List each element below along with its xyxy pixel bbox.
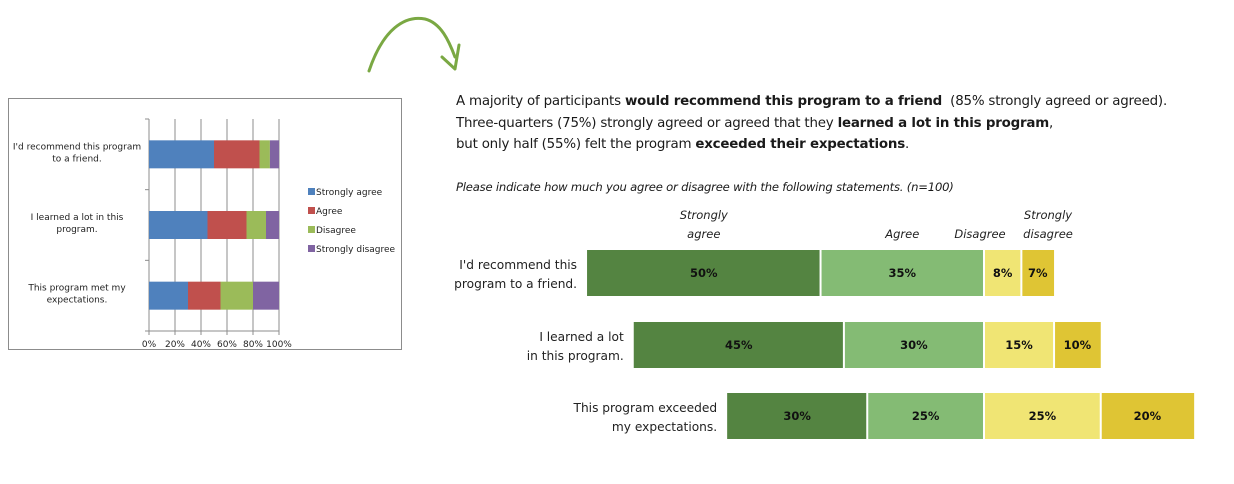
bar-segment <box>253 281 279 310</box>
data-label: 50% <box>690 266 718 280</box>
bar-segment <box>214 140 260 169</box>
data-label: 10% <box>1064 338 1092 352</box>
summary-text-run: A majority of participants <box>456 94 625 109</box>
legend-label: Agree <box>316 207 343 217</box>
summary-text-run: but only half (55%) felt the program <box>456 137 696 152</box>
column-header: Agree <box>884 227 919 241</box>
summary-line-1: A majority of participants would recomme… <box>456 91 1226 113</box>
bar-segment <box>1101 393 1195 439</box>
legend-swatch <box>308 188 315 195</box>
summary-line-3: but only half (55%) felt the program exc… <box>456 134 1226 156</box>
summary-text-run: Three-quarters (75%) strongly agreed or … <box>456 115 838 131</box>
data-label: 35% <box>889 266 917 280</box>
bar-segment <box>269 140 279 169</box>
category-label: my expectations. <box>612 420 717 434</box>
arrow-curve <box>367 16 457 73</box>
data-label: 8% <box>993 266 1013 280</box>
x-tick-label: 100% <box>266 340 292 350</box>
bar-segment <box>633 322 843 368</box>
x-tick-label: 80% <box>243 340 263 350</box>
bar-segment <box>985 250 1021 296</box>
bar-segment <box>868 393 983 439</box>
data-label: 25% <box>1029 409 1057 423</box>
bar-segment <box>985 322 1054 368</box>
summary-text: A majority of participants would recomme… <box>456 91 1226 156</box>
legend-label: Strongly disagree <box>316 245 396 255</box>
bar-segment <box>844 322 983 368</box>
summary-text-run: , <box>1049 115 1054 131</box>
category-label: I'd recommend this <box>459 258 577 272</box>
bar-segment <box>149 140 214 169</box>
column-header: Strongly <box>1024 208 1072 222</box>
bar-segment <box>1055 322 1101 368</box>
bar-segment <box>587 250 820 296</box>
survey-prompt: Please indicate how much you agree or di… <box>456 180 954 194</box>
summary-emphasis: would recommend this program to a friend <box>624 94 943 109</box>
summary-emphasis: exceeded their expectations <box>695 137 906 152</box>
category-label: I'd recommend this program <box>13 142 141 152</box>
bar-segment <box>266 211 279 239</box>
bar-segment <box>259 140 270 169</box>
x-tick-label: 60% <box>217 340 237 350</box>
legend-label: Strongly agree <box>316 188 383 198</box>
category-label: expectations. <box>47 296 108 306</box>
curved-arrow-icon <box>367 16 461 73</box>
bar-segment <box>1022 250 1055 296</box>
data-label: 20% <box>1134 409 1162 423</box>
data-label: 7% <box>1028 266 1048 280</box>
legend-label: Disagree <box>316 226 356 236</box>
x-tick-label: 0% <box>142 340 157 350</box>
column-header: disagree <box>1023 227 1073 241</box>
bar-segment <box>821 250 983 296</box>
bar-segment <box>727 393 867 439</box>
bar-segment <box>246 211 266 239</box>
category-label: in this program. <box>527 349 624 363</box>
bar-segment <box>207 211 247 239</box>
left-chart-svg: 0% 20% 40% 60% 80% 100% I'd recommend this pro… <box>13 118 396 350</box>
bar-segment <box>149 281 188 310</box>
summary-emphasis: learned a lot in this program <box>837 115 1050 131</box>
bar-segment <box>188 281 221 310</box>
x-tick-label: 40% <box>191 340 211 350</box>
bar-segment <box>220 281 253 310</box>
x-tick-label: 20% <box>165 340 185 350</box>
summary-text-run: . <box>905 137 910 152</box>
summary-text-run: (85% strongly agreed or agreed). <box>942 94 1168 109</box>
legend-swatch <box>308 226 315 233</box>
column-header: agree <box>687 227 720 241</box>
bar-segment <box>985 393 1100 439</box>
data-label: 25% <box>912 409 940 423</box>
data-label: 30% <box>900 338 928 352</box>
legend-swatch <box>308 245 315 252</box>
category-label: This program met my <box>27 284 126 294</box>
category-label: I learned a lot in this <box>31 213 124 223</box>
category-label: to a friend. <box>52 154 101 164</box>
data-label: 45% <box>725 338 753 352</box>
legend-swatch <box>308 207 315 214</box>
data-label: 15% <box>1005 338 1033 352</box>
category-label: This program exceeded <box>573 401 718 415</box>
data-label: 30% <box>783 409 811 423</box>
arrow-head <box>440 43 461 71</box>
original-stacked-bar-chart: 0% 20% 40% 60% 80% 100% I'd recommend this pro… <box>8 98 402 350</box>
category-label: program. <box>56 225 97 235</box>
bar-segment <box>149 211 208 239</box>
column-header: Disagree <box>954 227 1005 241</box>
column-header: Strongly <box>680 208 728 222</box>
category-label: program to a friend. <box>454 277 577 291</box>
category-label: I learned a lot <box>539 330 624 344</box>
summary-line-2: Three-quarters (75%) strongly agreed or … <box>456 113 1226 135</box>
